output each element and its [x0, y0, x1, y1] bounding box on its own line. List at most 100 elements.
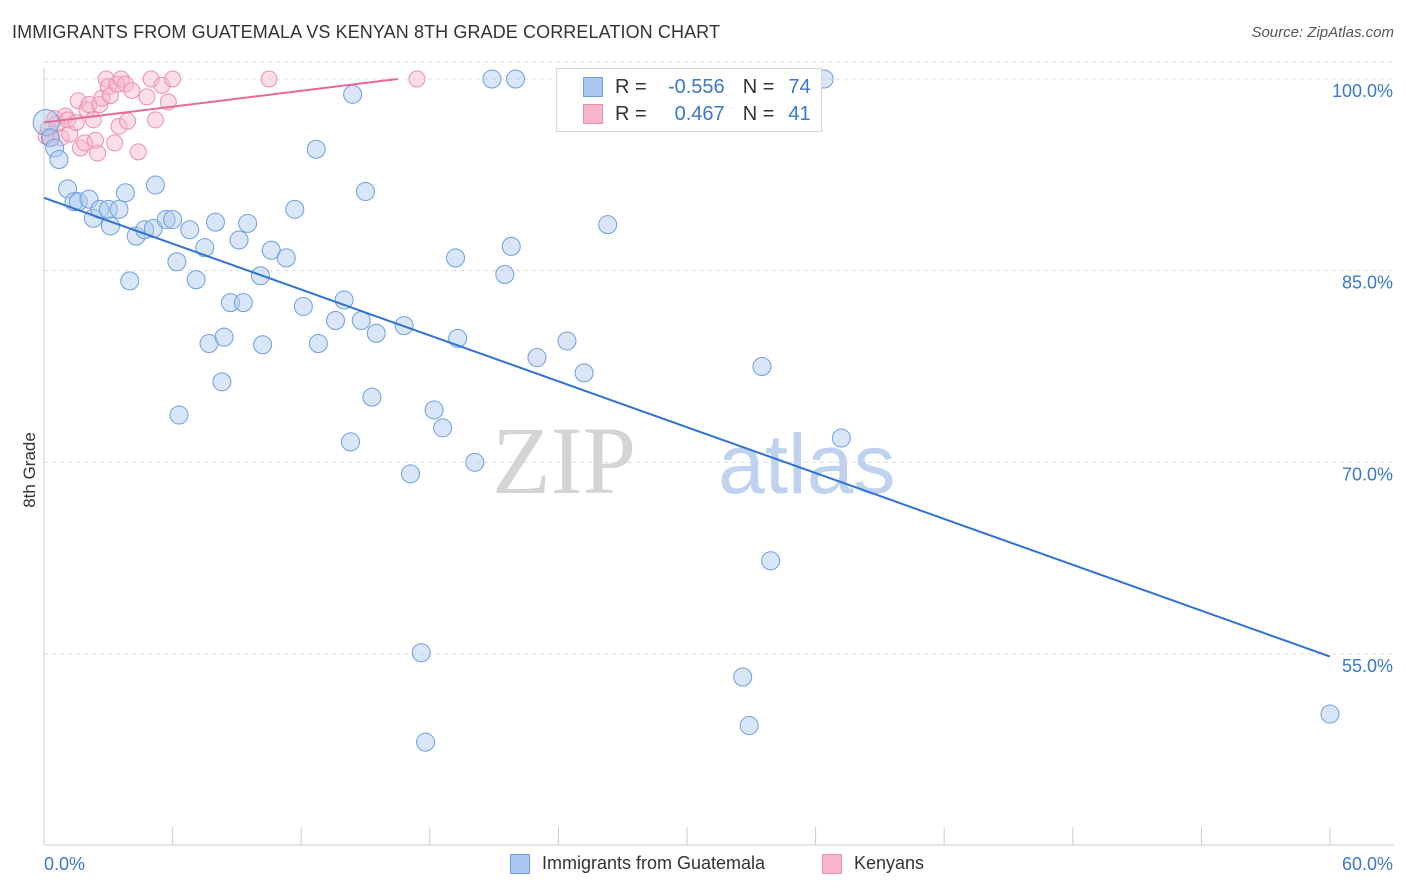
tick-labels: 55.0% 70.0% 85.0% 100.0% 0.0% 60.0%	[44, 81, 1393, 874]
legend-r-value: 0.467	[674, 102, 725, 125]
legend-r-value: -0.556	[667, 75, 725, 98]
guatemala-point	[340, 432, 360, 452]
kenyans-point	[129, 143, 147, 161]
guatemala-point	[356, 181, 375, 201]
kenyans-point	[89, 144, 107, 162]
kenyans-point	[52, 129, 70, 147]
guatemala-point	[752, 357, 772, 376]
legend-n-value: 74	[788, 75, 811, 98]
guatemala-point	[285, 199, 305, 219]
guatemala-point	[465, 452, 485, 472]
guatemala-point	[598, 215, 618, 235]
kenyans-point	[76, 134, 94, 152]
legend-label-kenyans: Kenyans	[854, 853, 925, 873]
guatemala-point	[214, 327, 234, 347]
guatemala-point	[506, 69, 526, 89]
legend-swatch-blue	[583, 77, 603, 97]
guatemala-point	[831, 428, 851, 448]
guatemala-point	[574, 363, 594, 383]
guatemala-point	[205, 212, 225, 232]
guatemala-points	[32, 69, 1340, 752]
y-tick-label: 55.0%	[1342, 656, 1393, 676]
kenyans-point	[164, 70, 182, 88]
guatemala-point	[334, 290, 354, 310]
axes	[43, 68, 1394, 846]
guatemala-point	[362, 387, 382, 407]
guatemala-point	[115, 183, 135, 203]
legend-label-guatemala: Immigrants from Guatemala	[542, 853, 766, 873]
guatemala-point	[49, 150, 69, 169]
guatemala-point	[293, 296, 313, 316]
guatemala-point	[739, 716, 759, 736]
guatemala-point	[424, 400, 444, 420]
kenyans-point	[69, 92, 87, 110]
guatemala-point	[343, 84, 363, 104]
guatemala-point	[238, 213, 258, 233]
kenyans-trend-line	[43, 78, 398, 124]
guatemala-point	[180, 220, 200, 240]
kenyans-point	[146, 111, 164, 129]
legend-n-label: N =	[742, 75, 775, 98]
zipatlas-watermark: ZIP atlas	[492, 407, 895, 514]
guatemala-point	[229, 230, 249, 250]
guatemala-point	[733, 667, 753, 687]
guatemala-point	[195, 238, 215, 258]
legend-swatch-pink	[583, 104, 603, 124]
guatemala-point	[253, 335, 273, 355]
legend-r-label: R =	[615, 75, 647, 98]
guatemala-point	[261, 240, 281, 260]
kenyans-point	[408, 70, 426, 88]
x-tick-label: 0.0%	[44, 854, 85, 874]
guatemala-point	[163, 210, 183, 230]
guatemala-point	[495, 265, 515, 284]
trend-lines	[43, 78, 1331, 658]
legend-item-kenyans: Kenyans	[822, 853, 924, 874]
guatemala-point	[156, 210, 176, 230]
stats-legend: R = -0.556 N = 74 R = 0.467 N = 41	[556, 68, 822, 132]
guatemala-point	[79, 189, 99, 209]
kenyans-point	[260, 70, 278, 88]
legend-n-label: N =	[742, 102, 775, 125]
guatemala-point	[98, 199, 118, 219]
watermark-zip: ZIP	[492, 407, 636, 514]
guatemala-point	[40, 128, 60, 148]
kenyans-point	[84, 111, 102, 129]
guatemala-point	[167, 252, 187, 272]
guatemala-point	[482, 69, 502, 89]
gridlines	[44, 61, 1394, 655]
kenyans-point	[153, 76, 171, 94]
legend-swatch-blue	[510, 853, 530, 874]
kenyans-point	[138, 88, 156, 106]
legend-item-guatemala: Immigrants from Guatemala	[510, 853, 765, 874]
guatemala-point	[761, 551, 781, 571]
kenyans-point	[142, 70, 160, 88]
guatemala-trend-line	[43, 196, 1331, 658]
y-tick-label: 100.0%	[1332, 81, 1393, 101]
guatemala-point	[416, 732, 436, 752]
guatemala-point	[557, 331, 577, 351]
guatemala-point	[446, 248, 466, 268]
kenyans-point	[119, 112, 137, 130]
y-tick-label: 85.0%	[1342, 273, 1393, 293]
guatemala-point	[401, 464, 421, 484]
series-legend: Immigrants from Guatemala Kenyans	[0, 853, 1406, 877]
x-tick-label: 60.0%	[1342, 854, 1393, 874]
chart-title: IMMIGRANTS FROM GUATEMALA VS KENYAN 8TH …	[12, 22, 721, 42]
kenyans-point	[123, 82, 141, 99]
guatemala-point	[169, 405, 189, 425]
watermark-atlas: atlas	[718, 417, 895, 511]
legend-row-kenyans: R = 0.467 N = 41	[583, 102, 811, 126]
source-label: Source: ZipAtlas.com	[1251, 24, 1394, 41]
y-tick-label: 70.0%	[1342, 464, 1393, 484]
guatemala-point	[306, 139, 326, 159]
guatemala-point	[308, 334, 328, 353]
guatemala-point	[433, 418, 453, 438]
guatemala-point	[212, 372, 232, 392]
kenyans-point	[86, 131, 104, 149]
guatemala-point	[1320, 704, 1340, 724]
guatemala-point	[501, 236, 521, 256]
guatemala-point	[145, 175, 165, 195]
guatemala-point	[109, 199, 129, 219]
guatemala-point	[186, 270, 206, 290]
